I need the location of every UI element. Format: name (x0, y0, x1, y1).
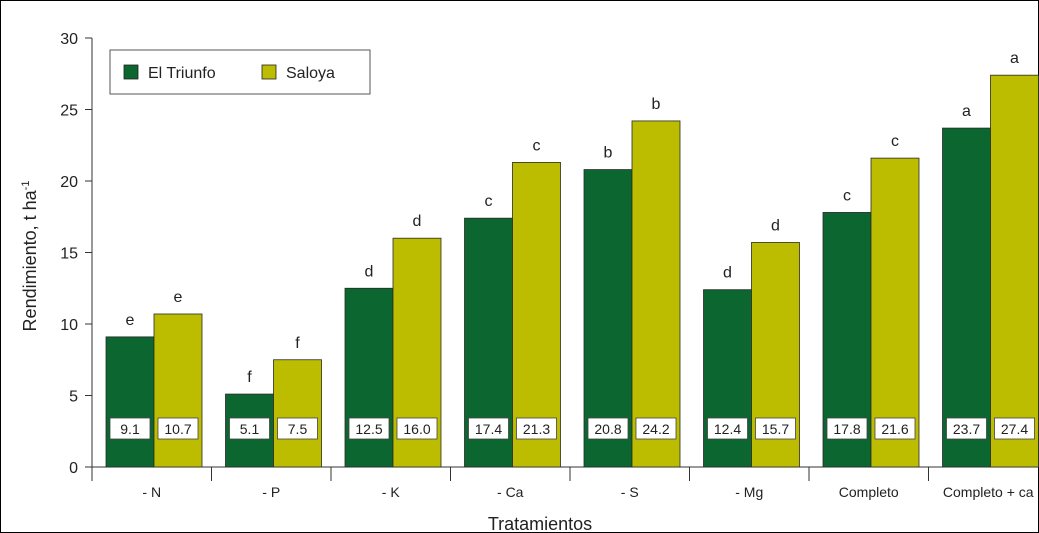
x-tick-label: - K (382, 484, 401, 500)
y-axis-title: Rendimiento, t ha-1 (20, 181, 40, 332)
significance-letter: a (1010, 50, 1019, 67)
significance-letter: c (891, 133, 899, 150)
x-tick-label: Completo (839, 484, 899, 500)
data-label: 17.8 (833, 421, 860, 437)
bar-saloya (153, 313, 203, 468)
data-label: 12.5 (355, 421, 382, 437)
y-axis-title-superscript: -1 (20, 181, 32, 191)
data-label-box (109, 417, 151, 440)
bar-el-triunfo (942, 127, 991, 468)
legend-label: Saloya (286, 65, 335, 82)
y-tick-label: 20 (60, 174, 78, 191)
x-axis-title: Tratamientos (488, 514, 592, 533)
bar-el-triunfo (703, 289, 752, 468)
significance-letter: c (533, 137, 541, 154)
bar-saloya (990, 74, 1039, 468)
y-tick-label: 5 (69, 389, 78, 406)
y-tick-label: 25 (60, 103, 78, 120)
data-label-box (707, 417, 748, 440)
y-tick-label: 0 (69, 460, 78, 477)
y-tick-label: 30 (60, 31, 78, 48)
significance-letter: a (962, 103, 971, 120)
bar-saloya (870, 157, 920, 468)
data-label: 17.4 (475, 421, 502, 437)
legend-swatch (261, 64, 277, 80)
data-label: 5.1 (240, 421, 260, 437)
data-label-box (516, 417, 557, 440)
x-tick-label: - S (621, 484, 639, 500)
data-label: 27.4 (1001, 421, 1028, 437)
significance-letter: f (295, 335, 300, 352)
data-label-box (946, 417, 987, 440)
data-label: 23.7 (953, 421, 980, 437)
significance-letter: e (174, 289, 183, 306)
x-tick-label: - P (262, 484, 280, 500)
y-axis-title-main: Rendimiento, t ha (20, 189, 40, 331)
bar-el-triunfo (105, 336, 155, 468)
bar-el-triunfo (583, 169, 633, 468)
data-label-box (229, 417, 270, 440)
significance-letter: d (413, 213, 422, 230)
data-label-box (635, 417, 677, 440)
legend-box (109, 49, 371, 95)
y-tick-label: 10 (60, 317, 78, 334)
data-label-box (826, 417, 868, 440)
legend-swatch (123, 64, 139, 80)
data-label-box (348, 417, 390, 440)
plot-area: 0 5 10 15 20 25 30 - N - P - K - Ca - S - Mg Completo… (60, 31, 1039, 500)
y-tick-label: 15 (60, 246, 78, 263)
data-label-box (396, 417, 438, 440)
data-label-box (755, 417, 796, 440)
significance-letter: b (604, 145, 613, 162)
data-label-box (157, 417, 199, 440)
data-label: 9.1 (120, 421, 140, 437)
bar-saloya (631, 120, 681, 468)
significance-letter: d (723, 265, 732, 282)
bar-el-triunfo (344, 287, 394, 468)
data-label: 16.0 (403, 421, 430, 437)
significance-letter: d (771, 217, 780, 234)
bar-saloya (273, 359, 322, 468)
data-label: 21.6 (881, 421, 908, 437)
data-label-box (468, 417, 509, 440)
data-label: 24.2 (642, 421, 669, 437)
significance-letter: c (485, 193, 493, 210)
legend: El Triunfo Saloya (109, 49, 371, 95)
x-tick-label: - Mg (735, 484, 763, 500)
significance-letter: d (365, 263, 374, 280)
significance-letter: e (126, 312, 135, 329)
data-label-box (277, 417, 318, 440)
data-label: 15.7 (762, 421, 789, 437)
x-tick-label: - Ca (497, 484, 524, 500)
bar-saloya (512, 162, 561, 468)
data-label: 21.3 (523, 421, 550, 437)
significance-letter: b (652, 96, 661, 113)
x-tick-label: - N (142, 484, 161, 500)
legend-label: El Triunfo (148, 65, 216, 82)
data-label: 12.4 (714, 421, 741, 437)
significance-letter: c (843, 187, 851, 204)
significance-letter: f (247, 369, 252, 386)
x-tick-label: Completo + ca (943, 484, 1034, 500)
data-label-box (874, 417, 916, 440)
data-label: 20.8 (594, 421, 621, 437)
data-label: 10.7 (164, 421, 191, 437)
data-label-box (587, 417, 629, 440)
data-label: 7.5 (288, 421, 308, 437)
data-label-box (994, 417, 1035, 440)
